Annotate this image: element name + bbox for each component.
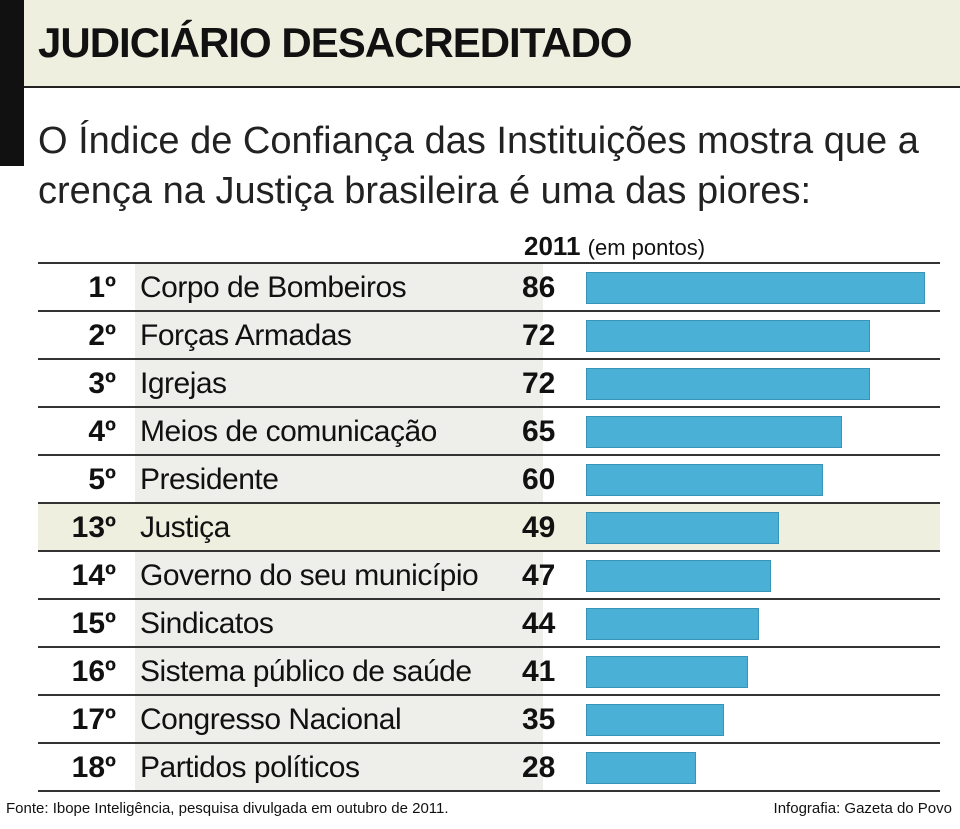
value-label: 28: [522, 751, 556, 784]
rank-label: 16º: [71, 655, 116, 688]
chart-subtitle: O Índice de Confiança das Instituições m…: [38, 120, 919, 212]
category-label: Meios de comunicação: [140, 415, 437, 448]
bar-chart: 1º Corpo de Bombeiros 86 2º Forças Armadas 72…: [0, 262, 960, 792]
value-label: 47: [522, 559, 556, 592]
rank-label: 17º: [71, 703, 116, 736]
chart-title: JUDICIÁRIO DESACREDITADO: [38, 19, 633, 66]
bar: [586, 608, 759, 640]
header-band: [0, 0, 960, 88]
bar: [586, 272, 925, 304]
rank-label: 18º: [71, 751, 116, 784]
value-label: 86: [522, 271, 556, 304]
table-row: 14º Governo do seu município 47: [38, 550, 940, 598]
rank-label: 3º: [88, 367, 116, 400]
table-row: 5º Presidente 60: [38, 454, 940, 502]
bar: [586, 464, 823, 496]
table-row: 3º Igrejas 72: [38, 358, 940, 406]
bar: [586, 368, 870, 400]
series-header: 2011 (em pontos): [524, 230, 705, 262]
label-background: [135, 360, 543, 406]
rank-label: 13º: [71, 511, 116, 544]
bottom-rule: [38, 790, 940, 792]
category-label: Justiça: [140, 511, 230, 544]
bar: [586, 416, 842, 448]
rank-label: 4º: [88, 415, 116, 448]
bar: [586, 704, 724, 736]
table-row: 4º Meios de comunicação 65: [38, 406, 940, 454]
bar: [586, 752, 696, 784]
category-label: Congresso Nacional: [140, 703, 402, 736]
rank-label: 2º: [88, 319, 116, 352]
bar: [586, 560, 771, 592]
category-label: Sistema público de saúde: [140, 655, 472, 688]
category-label: Partidos políticos: [140, 751, 360, 784]
table-row: 13º Justiça 49: [38, 502, 940, 550]
source-note: Fonte: Ibope Inteligência, pesquisa divu…: [6, 800, 449, 817]
rank-label: 14º: [71, 559, 116, 592]
bar: [586, 656, 748, 688]
category-label: Governo do seu município: [140, 559, 479, 592]
value-label: 35: [522, 703, 556, 736]
category-label: Presidente: [140, 463, 279, 496]
series-year: 2011: [524, 231, 581, 261]
value-label: 65: [522, 415, 556, 448]
label-background: [135, 600, 543, 646]
label-background: [135, 744, 543, 790]
value-label: 72: [522, 367, 556, 400]
category-label: Igrejas: [140, 367, 227, 400]
label-background: [135, 312, 543, 358]
value-label: 60: [522, 463, 556, 496]
rank-label: 5º: [88, 463, 116, 496]
table-row: 16º Sistema público de saúde 41: [38, 646, 940, 694]
table-row: 1º Corpo de Bombeiros 86: [38, 262, 940, 310]
value-label: 44: [522, 607, 556, 640]
table-row: 18º Partidos políticos 28: [38, 742, 940, 790]
credit-note: Infografia: Gazeta do Povo: [773, 800, 952, 817]
label-background: [135, 264, 543, 310]
label-background: [135, 408, 543, 454]
rank-label: 15º: [71, 607, 116, 640]
value-label: 41: [522, 655, 556, 688]
bar: [586, 512, 779, 544]
table-row: 2º Forças Armadas 72: [38, 310, 940, 358]
rank-label: 1º: [88, 271, 116, 304]
label-background: [135, 504, 543, 550]
bar: [586, 320, 870, 352]
category-label: Corpo de Bombeiros: [140, 271, 407, 304]
accent-bar: [0, 0, 24, 166]
category-label: Forças Armadas: [140, 319, 352, 352]
label-background: [135, 648, 543, 694]
category-label: Sindicatos: [140, 607, 274, 640]
unit-label: (em pontos): [587, 235, 706, 260]
value-label: 72: [522, 319, 556, 352]
table-row: 17º Congresso Nacional 35: [38, 694, 940, 742]
table-row: 15º Sindicatos 44: [38, 598, 940, 646]
value-label: 49: [522, 511, 556, 544]
label-background: [135, 552, 543, 598]
label-background: [135, 696, 543, 742]
label-background: [135, 456, 543, 502]
